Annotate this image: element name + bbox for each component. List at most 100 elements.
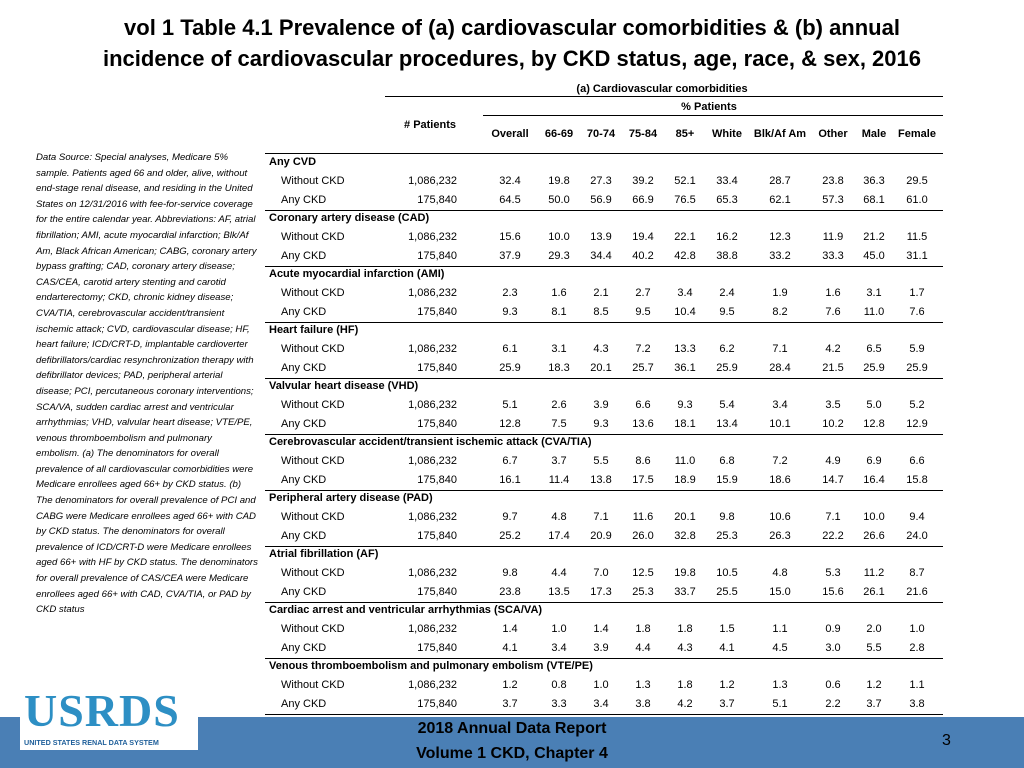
- column-header: Female: [898, 128, 936, 140]
- cell: 10.0: [863, 511, 885, 523]
- cell: 10.4: [674, 306, 696, 318]
- cell: 68.1: [863, 194, 885, 206]
- patients: 175,840: [417, 250, 457, 262]
- cell: 1.6: [825, 287, 841, 299]
- cell: 11.6: [632, 511, 654, 523]
- cell: 37.9: [499, 250, 521, 262]
- column-header: 75-84: [628, 128, 658, 140]
- cell: 15.6: [499, 231, 521, 243]
- rule: [265, 153, 943, 154]
- cell: 4.3: [593, 343, 609, 355]
- cell: 25.7: [632, 362, 654, 374]
- cell: 3.9: [593, 399, 609, 411]
- cell: 5.0: [866, 399, 882, 411]
- cell: 3.7: [866, 698, 882, 710]
- row-label: Without CKD: [281, 679, 345, 691]
- rule: [483, 115, 943, 116]
- cell: 6.9: [866, 455, 882, 467]
- cell: 10.5: [716, 567, 738, 579]
- cell: 17.5: [632, 474, 654, 486]
- footer-line: 2018 Annual Data Report: [417, 720, 607, 737]
- cell: 15.9: [716, 474, 738, 486]
- cell: 32.4: [499, 175, 521, 187]
- row-label: Without CKD: [281, 287, 345, 299]
- patients: 175,840: [417, 306, 457, 318]
- logo-subtext: UNITED STATES RENAL DATA SYSTEM: [24, 738, 159, 747]
- cell: 19.4: [632, 231, 654, 243]
- cell: 4.1: [719, 642, 735, 654]
- cell: 14.7: [822, 474, 844, 486]
- cell: 3.4: [677, 287, 693, 299]
- cell: 12.8: [863, 418, 885, 430]
- cell: 15.8: [906, 474, 928, 486]
- row-label: Without CKD: [281, 623, 345, 635]
- cell: 3.8: [635, 698, 651, 710]
- cell: 1.8: [677, 623, 693, 635]
- cell: 12.5: [632, 567, 654, 579]
- logo-text: USRDS: [24, 685, 180, 736]
- cell: 28.7: [769, 175, 791, 187]
- cell: 18.9: [674, 474, 696, 486]
- note: Data Source: Special analyses, Medicare …: [36, 152, 258, 616]
- column-header: 85+: [675, 128, 695, 140]
- rule: [265, 490, 943, 491]
- cell: 12.9: [906, 418, 928, 430]
- cell: 9.5: [719, 306, 735, 318]
- row-label: Any CKD: [281, 250, 327, 262]
- cell: 5.9: [909, 343, 925, 355]
- cell: 33.2: [769, 250, 791, 262]
- cell: 32.8: [674, 530, 696, 542]
- cell: 29.3: [548, 250, 570, 262]
- rule: [265, 210, 943, 211]
- section-title: Acute myocardial infarction (AMI): [269, 268, 445, 280]
- cell: 66.9: [632, 194, 654, 206]
- cell: 16.4: [863, 474, 885, 486]
- rule: [265, 546, 943, 547]
- patients: 175,840: [417, 418, 457, 430]
- cell: 1.0: [551, 623, 567, 635]
- patients: 1,086,232: [408, 567, 457, 579]
- cell: 0.9: [825, 623, 841, 635]
- cell: 5.2: [909, 399, 925, 411]
- cell: 3.3: [551, 698, 567, 710]
- cell: 2.0: [866, 623, 882, 635]
- cell: 1.1: [772, 623, 788, 635]
- cell: 3.7: [551, 455, 567, 467]
- section-title: Any CVD: [269, 156, 317, 168]
- cell: 6.6: [635, 399, 651, 411]
- cell: 8.6: [635, 455, 651, 467]
- cell: 25.5: [716, 586, 738, 598]
- cell: 9.7: [502, 511, 518, 523]
- cell: 3.7: [719, 698, 735, 710]
- cell: 19.8: [674, 567, 696, 579]
- cell: 5.5: [593, 455, 609, 467]
- cell: 8.7: [909, 567, 925, 579]
- row-label: Without CKD: [281, 343, 345, 355]
- row-label: Without CKD: [281, 567, 345, 579]
- row-label: Without CKD: [281, 231, 345, 243]
- cell: 33.4: [716, 175, 738, 187]
- patients: 175,840: [417, 642, 457, 654]
- cell: 1.5: [719, 623, 735, 635]
- row-label: Any CKD: [281, 698, 327, 710]
- cell: 11.0: [674, 455, 696, 467]
- column-header: White: [712, 128, 742, 140]
- cell: 3.4: [551, 642, 567, 654]
- cell: 2.2: [825, 698, 841, 710]
- column-header: 70-74: [586, 128, 616, 140]
- cell: 9.3: [677, 399, 693, 411]
- patients: 1,086,232: [408, 343, 457, 355]
- cell: 20.9: [590, 530, 612, 542]
- cell: 26.3: [769, 530, 791, 542]
- cell: 8.5: [593, 306, 609, 318]
- cell: 25.3: [716, 530, 738, 542]
- cell: 0.6: [825, 679, 841, 691]
- cell: 7.6: [909, 306, 925, 318]
- column-header: Male: [861, 128, 887, 140]
- cell: 5.1: [772, 698, 788, 710]
- cell: 7.1: [593, 511, 609, 523]
- cell: 1.4: [502, 623, 518, 635]
- cell: 1.2: [719, 679, 735, 691]
- cell: 15.0: [769, 586, 791, 598]
- cell: 9.8: [502, 567, 518, 579]
